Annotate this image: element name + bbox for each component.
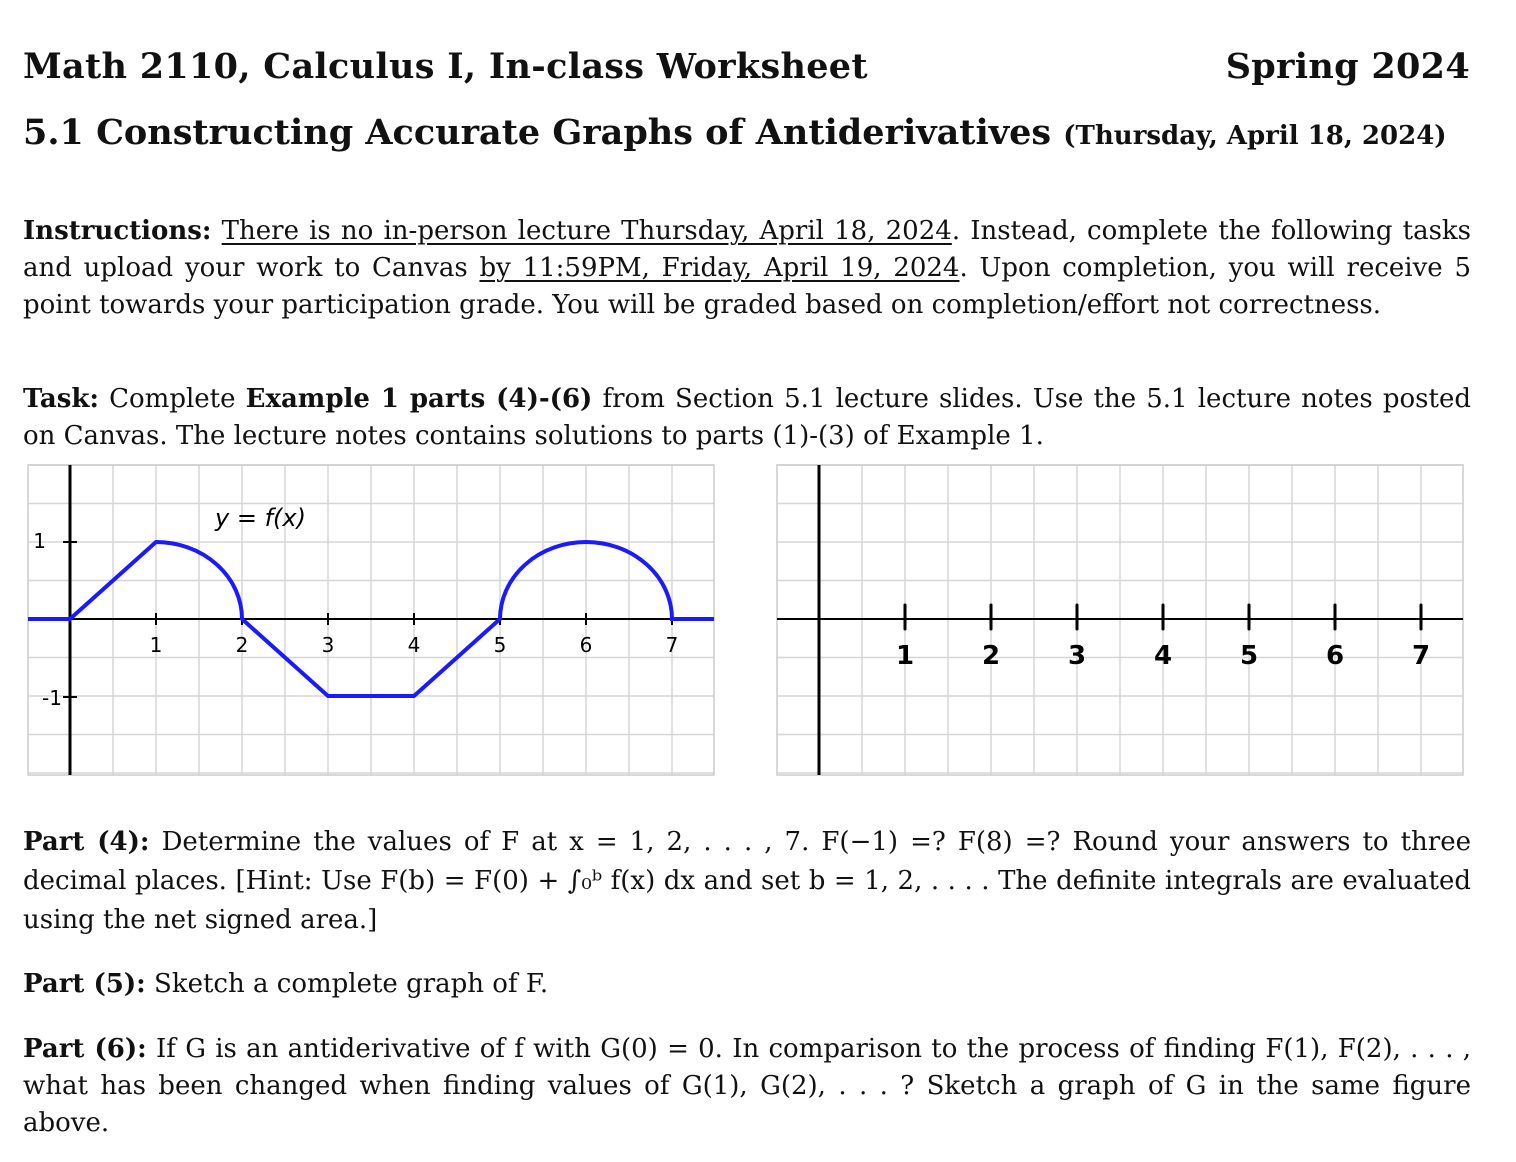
hand-tick-label-4: 4: [1154, 641, 1172, 671]
x-tick-label-2: 2: [236, 633, 249, 657]
x-tick-label-3: 3: [322, 633, 335, 657]
y-tick-label-neg1: -1: [42, 686, 62, 710]
part5-label: Part (5):: [23, 969, 146, 999]
hand-tick-label-7: 7: [1412, 641, 1430, 671]
task-paragraph: Task: Complete Example 1 parts (4)-(6) f…: [23, 381, 1471, 455]
task-text-2: from Section 5.1 lecture slides. Use the…: [23, 384, 1471, 451]
term-label: Spring 2024: [1225, 46, 1470, 87]
section-heading: 5.1 Constructing Accurate Graphs of Anti…: [23, 112, 1447, 153]
part4-label: Part (4):: [23, 827, 150, 857]
instructions-paragraph: Instructions: There is no in-person lect…: [23, 213, 1471, 324]
hand-tick-label-5: 5: [1240, 641, 1258, 671]
instructions-text-1: . Instead, complete the following tasks …: [23, 216, 1472, 283]
x-tick-label-4: 4: [408, 633, 421, 657]
x-tick-label-5: 5: [494, 633, 507, 657]
part5-text: Sketch a complete graph of F.: [145, 969, 549, 999]
f-curve-label: y = f(x): [214, 504, 306, 532]
part4-text: Determine the values of F at x = 1, 2, .…: [23, 827, 1471, 935]
instructions-deadline: by 11:59PM, Friday, April 19, 2024: [479, 253, 960, 283]
hand-tick-label-1: 1: [896, 641, 914, 671]
part4-paragraph: Part (4): Determine the values of F at x…: [23, 823, 1471, 940]
instructions-underlined-1: There is no in-person lecture Thursday, …: [221, 216, 952, 246]
task-bold: Example 1 parts (4)-(6): [245, 384, 593, 414]
x-tick-label-6: 6: [580, 633, 593, 657]
F-sketch-grid: 1 2 3 4 5 6 7: [776, 464, 1464, 776]
instructions-label: Instructions:: [23, 216, 212, 246]
worksheet-title: Math 2110, Calculus I, In-class Workshee…: [23, 46, 868, 87]
part6-paragraph: Part (6): If G is an antiderivative of f…: [23, 1031, 1471, 1142]
part6-text: If G is an antiderivative of f with G(0)…: [23, 1034, 1471, 1138]
f-graph: 1 2 3 4 5 6 7 y = f(x) 1 -1: [27, 464, 715, 776]
task-label: Task:: [23, 384, 99, 414]
part5-paragraph: Part (5): Sketch a complete graph of F.: [23, 966, 1471, 1003]
x-tick-label-7: 7: [666, 633, 679, 657]
task-text-1: Complete: [98, 384, 246, 414]
section-date: (Thursday, April 18, 2024): [1063, 121, 1447, 151]
hand-tick-label-3: 3: [1068, 641, 1086, 671]
part6-label: Part (6):: [23, 1034, 147, 1064]
x-tick-label-1: 1: [150, 633, 163, 657]
hand-tick-label-6: 6: [1326, 641, 1344, 671]
y-tick-label-1: 1: [33, 529, 46, 553]
hand-tick-label-2: 2: [982, 641, 1000, 671]
f-curve: [28, 539, 714, 698]
instructions-text-2: . Upon completion, you will receive 5 po…: [23, 253, 1471, 320]
section-title: 5.1 Constructing Accurate Graphs of Anti…: [23, 112, 1052, 153]
